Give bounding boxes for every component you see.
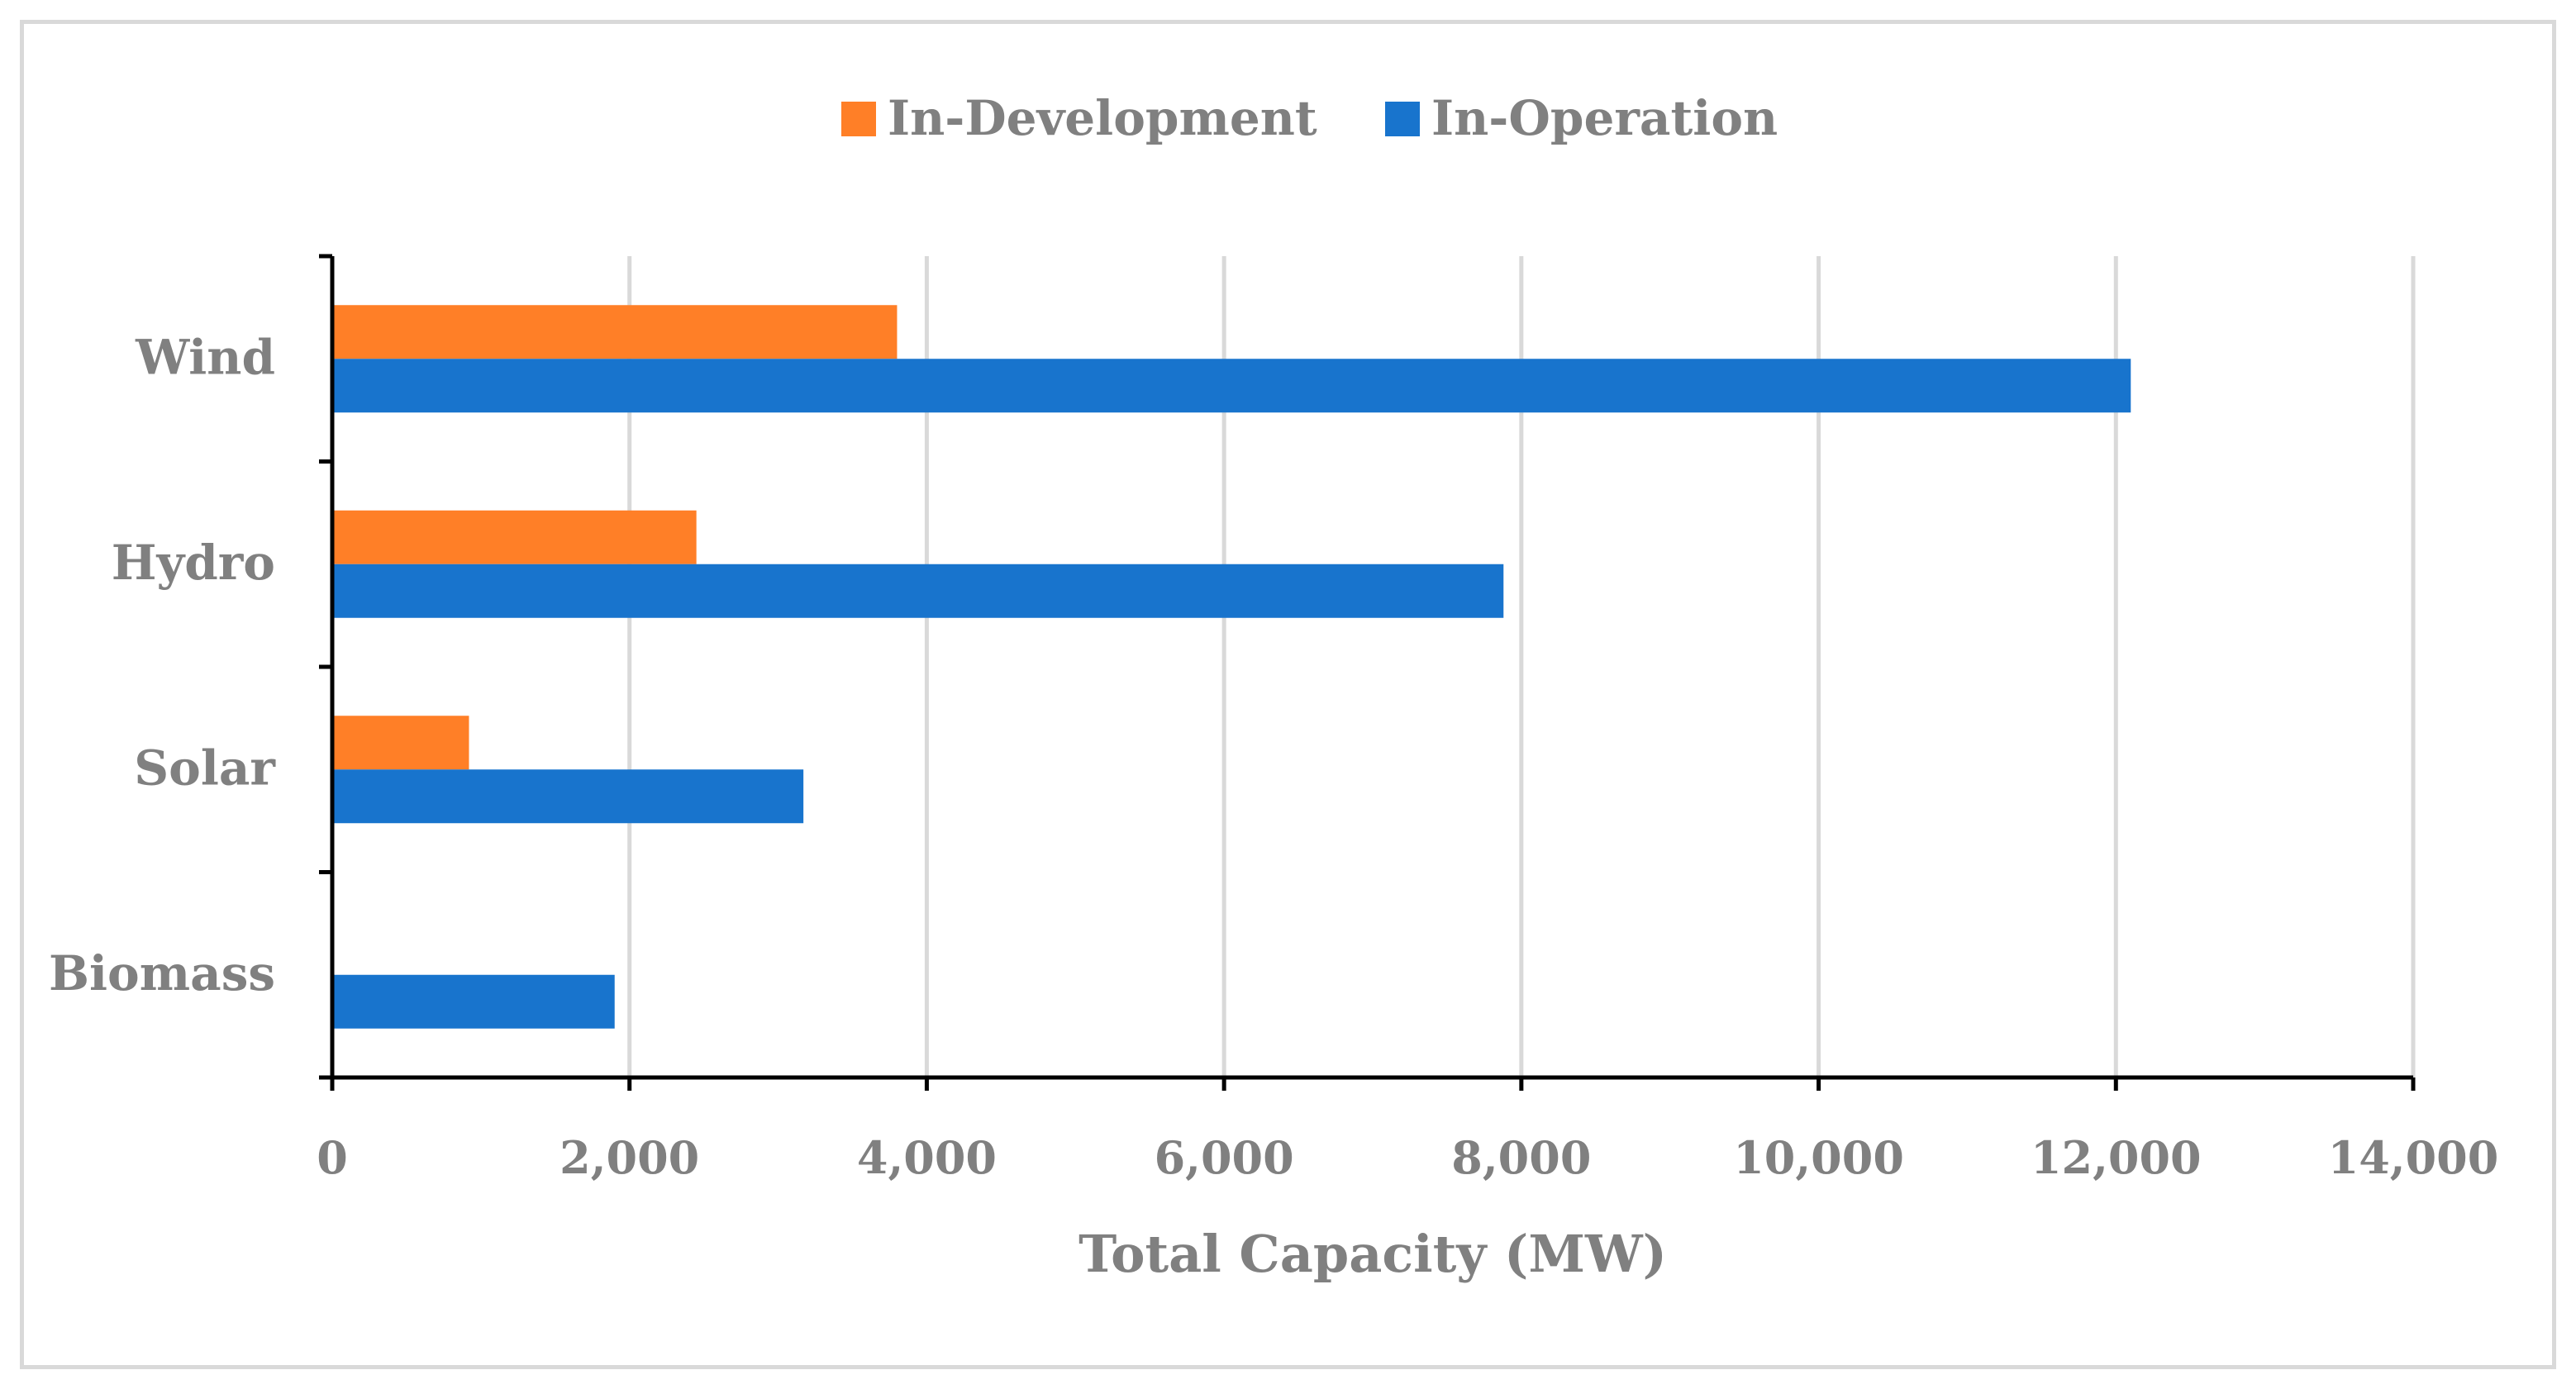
legend-swatch-in-operation <box>1385 102 1420 136</box>
bar-in-operation-biomass <box>332 974 615 1029</box>
x-tick-label: 2,000 <box>559 1131 699 1184</box>
bars <box>332 305 2131 1029</box>
category-label-biomass: Biomass <box>49 945 275 1001</box>
legend: In-Development In-Operation <box>841 90 1778 146</box>
axes <box>319 254 2416 1091</box>
legend-label-in-operation: In-Operation <box>1431 90 1778 146</box>
bar-in-operation-solar <box>332 769 804 824</box>
x-axis-title: Total Capacity (MW) <box>1078 1224 1667 1284</box>
tick-labels: 0 2,000 4,000 6,000 8,000 10,000 12,000 14,000 <box>317 1131 2498 1184</box>
bar-in-development-solar <box>332 716 469 770</box>
x-tick-label: 8,000 <box>1451 1131 1591 1184</box>
x-tick-label: 6,000 <box>1155 1131 1294 1184</box>
legend-swatch-in-development <box>841 102 876 136</box>
x-tick-label: 14,000 <box>2328 1131 2499 1184</box>
legend-label-in-development: In-Development <box>888 90 1317 146</box>
x-tick-label: 0 <box>317 1131 348 1184</box>
x-tick-label: 4,000 <box>857 1131 997 1184</box>
bar-in-operation-wind <box>332 359 2131 413</box>
x-tick-label: 10,000 <box>1733 1131 1904 1184</box>
bar-in-development-hydro <box>332 510 697 564</box>
x-tick-label: 12,000 <box>2031 1131 2202 1184</box>
category-label-solar: Solar <box>134 740 276 796</box>
category-label-hydro: Hydro <box>112 535 275 591</box>
category-labels: Wind Hydro Solar Biomass <box>49 329 276 1001</box>
category-label-wind: Wind <box>135 329 275 385</box>
bar-in-development-wind <box>332 305 898 359</box>
bar-in-operation-hydro <box>332 564 1504 618</box>
chart-frame <box>20 20 2556 1369</box>
